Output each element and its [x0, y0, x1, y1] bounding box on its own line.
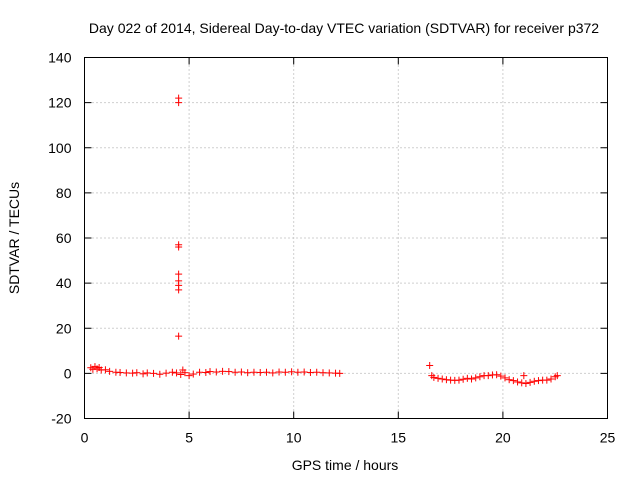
data-point	[313, 368, 321, 376]
data-point	[484, 372, 492, 380]
y-tick-label: 40	[56, 275, 72, 291]
data-point	[162, 369, 170, 377]
data-point	[476, 373, 484, 381]
data-point	[263, 368, 271, 376]
y-tick-label: 140	[48, 50, 72, 66]
data-point	[181, 369, 189, 377]
data-point	[237, 368, 245, 376]
y-tick-label: -20	[51, 411, 71, 427]
data-point	[426, 361, 434, 369]
data-point	[430, 373, 438, 381]
grid-lines	[84, 57, 608, 419]
y-tick-label: 120	[48, 95, 72, 111]
data-point	[250, 368, 258, 376]
data-point	[275, 368, 283, 376]
plot-area-border	[84, 57, 608, 419]
data-point	[196, 368, 204, 376]
data-point	[225, 368, 233, 376]
chart-title: Day 022 of 2014, Sidereal Day-to-day VTE…	[89, 20, 599, 36]
data-points	[87, 94, 561, 388]
data-point	[150, 369, 158, 377]
data-point	[438, 375, 446, 383]
data-point	[518, 379, 526, 387]
data-point	[173, 369, 181, 377]
x-tick-label: 10	[286, 430, 302, 446]
y-tick-label: 100	[48, 140, 72, 156]
y-tick-label: 60	[56, 230, 72, 246]
data-point	[501, 374, 509, 382]
data-point	[231, 368, 239, 376]
data-point	[175, 99, 183, 107]
data-point	[294, 368, 302, 376]
data-point	[288, 368, 296, 376]
data-point	[336, 369, 344, 377]
data-point	[185, 372, 193, 380]
data-point	[493, 371, 501, 379]
data-point	[189, 370, 197, 378]
data-point	[175, 243, 183, 251]
y-tick-label: 80	[56, 185, 72, 201]
data-point	[497, 372, 505, 380]
data-point	[122, 369, 130, 377]
data-point	[143, 369, 151, 377]
data-point	[244, 369, 252, 377]
data-point	[325, 369, 333, 377]
data-point	[269, 369, 277, 377]
data-point	[522, 380, 530, 388]
data-point	[526, 378, 534, 386]
data-point	[101, 366, 109, 374]
data-point	[177, 371, 185, 379]
data-point	[156, 370, 164, 378]
data-point	[175, 286, 183, 294]
data-point	[543, 376, 551, 384]
data-point	[468, 375, 476, 383]
data-point	[530, 377, 538, 385]
data-point	[463, 374, 471, 382]
data-point	[139, 370, 147, 378]
data-point	[547, 375, 555, 383]
data-point	[505, 376, 513, 384]
data-point	[212, 368, 220, 376]
data-point	[219, 367, 227, 375]
data-point	[175, 332, 183, 340]
x-tick-label: 0	[81, 430, 89, 446]
data-point	[175, 270, 183, 278]
x-axis-label: GPS time / hours	[292, 457, 399, 473]
data-point	[202, 368, 210, 376]
data-point	[520, 372, 528, 380]
data-point	[509, 377, 517, 385]
x-tick-label: 15	[391, 430, 407, 446]
data-point	[472, 374, 480, 382]
data-point	[306, 368, 314, 376]
data-point	[455, 376, 463, 384]
y-axis-label: SDTVAR / TECUs	[6, 182, 22, 294]
x-tick-label: 25	[600, 430, 616, 446]
data-point	[106, 367, 114, 375]
data-point	[206, 368, 214, 376]
data-point	[319, 369, 327, 377]
x-tick-label: 20	[495, 430, 511, 446]
data-point	[133, 369, 141, 377]
data-point	[281, 368, 289, 376]
x-tick-label: 5	[185, 430, 193, 446]
y-tick-label: 0	[64, 365, 72, 381]
data-point	[553, 372, 561, 380]
data-point	[116, 368, 124, 376]
data-point	[514, 378, 522, 386]
data-point	[300, 368, 308, 376]
axis-tick-labels: 0 5 10 15 20 25 -20 0 20 40 60 80 100 120 140	[48, 50, 615, 446]
data-point	[256, 368, 264, 376]
y-tick-label: 20	[56, 320, 72, 336]
data-point	[459, 375, 467, 383]
data-point	[168, 368, 176, 376]
data-point	[434, 374, 442, 382]
